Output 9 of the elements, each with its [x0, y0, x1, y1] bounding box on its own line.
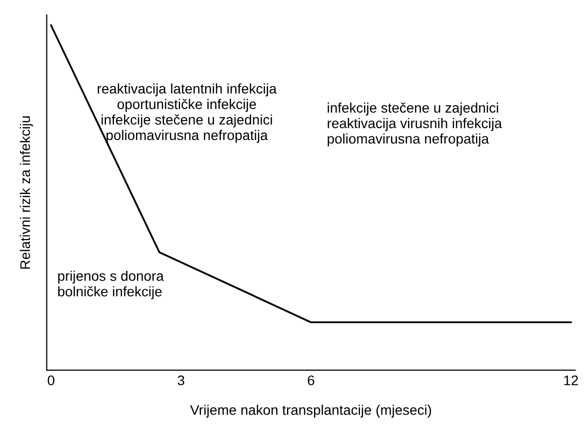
x-tick-label: 12 — [564, 375, 578, 386]
x-tick-label: 6 — [308, 375, 314, 386]
annotation: infekcije stečene u zajednici reaktivacija virusnih infekcija poliomavirusna nefropatija — [328, 102, 502, 146]
x-axis-title: Vrijeme nakon transplantacije (mjeseci) — [190, 404, 432, 418]
annotation: reaktivacija latentnih infekcija oportunističke infekcije infekcije stečene u zajednici poliomavirusna nefropatija — [98, 83, 277, 143]
x-tick-label: 3 — [178, 375, 184, 386]
annotation: prijenos s donora bolničke infekcije — [58, 270, 164, 300]
y-axis-title: Relativni rizik za infekciju — [20, 116, 33, 269]
x-tick-label: 0 — [48, 375, 54, 386]
